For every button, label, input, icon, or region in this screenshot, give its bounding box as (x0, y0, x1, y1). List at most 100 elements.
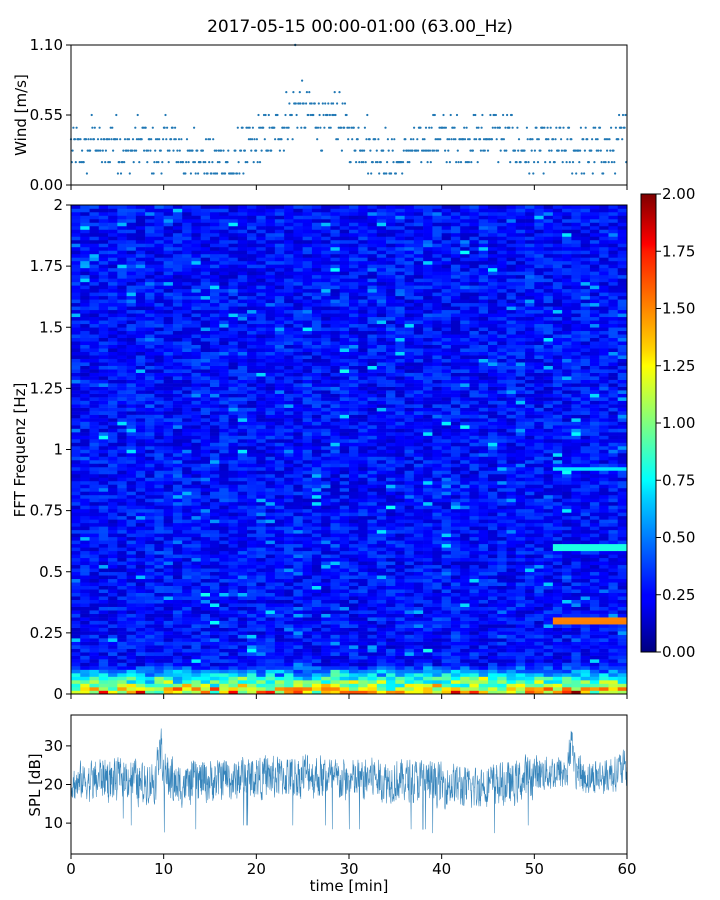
spectrogram-cell (219, 208, 229, 213)
spectrogram-cell (80, 564, 90, 569)
spectrogram-cell (163, 522, 174, 527)
spectrogram-cell (135, 578, 146, 583)
spectrogram-cell (321, 271, 331, 276)
wind-point (189, 149, 192, 152)
spectrogram-cell (256, 624, 266, 628)
spectrogram-cell (135, 606, 146, 611)
spectrogram-cell (284, 236, 294, 241)
spectrogram-cell (311, 571, 322, 576)
spectrogram-cell (191, 610, 202, 614)
spectrogram-cell (274, 383, 285, 387)
spectrogram-cell (302, 215, 313, 220)
spectrogram-cell (80, 271, 90, 276)
spectrogram-cell (311, 484, 322, 489)
spectrogram-cell (247, 459, 257, 464)
wind-point (285, 126, 289, 129)
spectrogram-cell (321, 620, 331, 625)
spectrogram-cell (71, 536, 81, 541)
spectrogram-cell (330, 327, 341, 332)
spectrogram-cell (339, 208, 350, 213)
spectrogram-cell (237, 648, 248, 653)
spectrogram-cell (302, 606, 313, 611)
spectrogram-cell (302, 355, 313, 359)
spectrogram-cell (135, 557, 146, 562)
spectrogram-cell (284, 243, 294, 248)
spectrogram-cell (311, 662, 322, 667)
spectrogram-cell (256, 589, 266, 593)
spectrogram-cell (145, 592, 155, 597)
spectrogram-cell (293, 439, 303, 443)
spectrogram-cell (200, 327, 211, 332)
spectrogram-cell (293, 397, 303, 401)
spectrogram-cell (293, 205, 303, 209)
spectrogram-cell (311, 393, 322, 398)
spectrogram-cell (117, 355, 127, 359)
spectrogram-cell (219, 267, 229, 272)
spectrogram-cell (200, 624, 211, 628)
spectrogram-cell (191, 606, 202, 611)
spectrogram-cell (210, 554, 220, 559)
spectrogram-cell (302, 673, 313, 677)
spectrogram-cell (145, 501, 155, 506)
spectrogram-cell (191, 652, 202, 656)
spectrogram-cell (126, 236, 137, 241)
spectrogram-cell (293, 309, 303, 314)
spectrogram-cell (237, 690, 248, 695)
spectrogram-cell (80, 459, 90, 464)
spectrogram-cell (154, 362, 164, 366)
spectrogram-cell (265, 421, 276, 426)
wind-point (433, 113, 436, 117)
spectrogram-cell (145, 390, 155, 394)
spectrogram-cell (349, 578, 359, 583)
spectrogram-cell (219, 334, 229, 339)
spectrogram-cell (293, 690, 303, 695)
spectrogram-cell (302, 341, 313, 346)
spectrogram-cell (172, 645, 183, 649)
wind-point (567, 126, 571, 129)
spectrogram-cell (191, 599, 202, 604)
spectrogram-cell (330, 676, 341, 681)
spectrogram-cell (311, 316, 322, 321)
spectrogram-cell (339, 687, 350, 691)
spectrogram-cell (71, 435, 81, 440)
spectrogram-cell (145, 536, 155, 541)
spectrogram-cell (117, 473, 127, 478)
spectrogram-cell (311, 428, 322, 433)
spectrogram-cell (200, 365, 211, 370)
spectrogram-cell (191, 596, 202, 600)
spectrogram-cell (154, 498, 164, 503)
spectrogram-cell (284, 365, 294, 370)
spectrogram-cell (117, 288, 127, 293)
spectrogram-cell (237, 613, 248, 618)
spectrogram-cell (154, 327, 164, 332)
spectrogram-cell (330, 498, 341, 503)
spectrogram-cell (145, 526, 155, 531)
spectrogram-cell (274, 606, 285, 611)
spectrogram-cell (293, 246, 303, 251)
wind-point (210, 172, 213, 175)
spectrogram-cell (274, 236, 285, 241)
spectrogram-cell (98, 571, 109, 576)
spectrogram-cell (330, 299, 341, 304)
spectrogram-cell (117, 271, 127, 276)
spectrogram-cell (182, 439, 192, 443)
wind-point (154, 149, 157, 152)
spectrogram-cell (71, 365, 81, 370)
wind-point (413, 126, 416, 129)
spectrogram-cell (228, 232, 239, 237)
spectrogram-cell (274, 501, 285, 506)
wind-point (81, 149, 84, 152)
spectrogram-cell (284, 372, 294, 377)
spectrogram-cell (200, 484, 211, 489)
spectrogram-cell (293, 508, 303, 513)
spectrogram-cell (321, 383, 331, 387)
spectrogram-cell (135, 484, 146, 489)
spectrogram-cell (321, 533, 331, 538)
spectrogram-cell (311, 397, 322, 401)
spectrogram-cell (182, 337, 192, 342)
spectrogram-cell (182, 624, 192, 628)
spectrogram-cell (145, 257, 155, 262)
spectrogram-cell (108, 267, 118, 272)
spectrogram-cell (311, 501, 322, 506)
spectrogram-cell (117, 208, 127, 213)
